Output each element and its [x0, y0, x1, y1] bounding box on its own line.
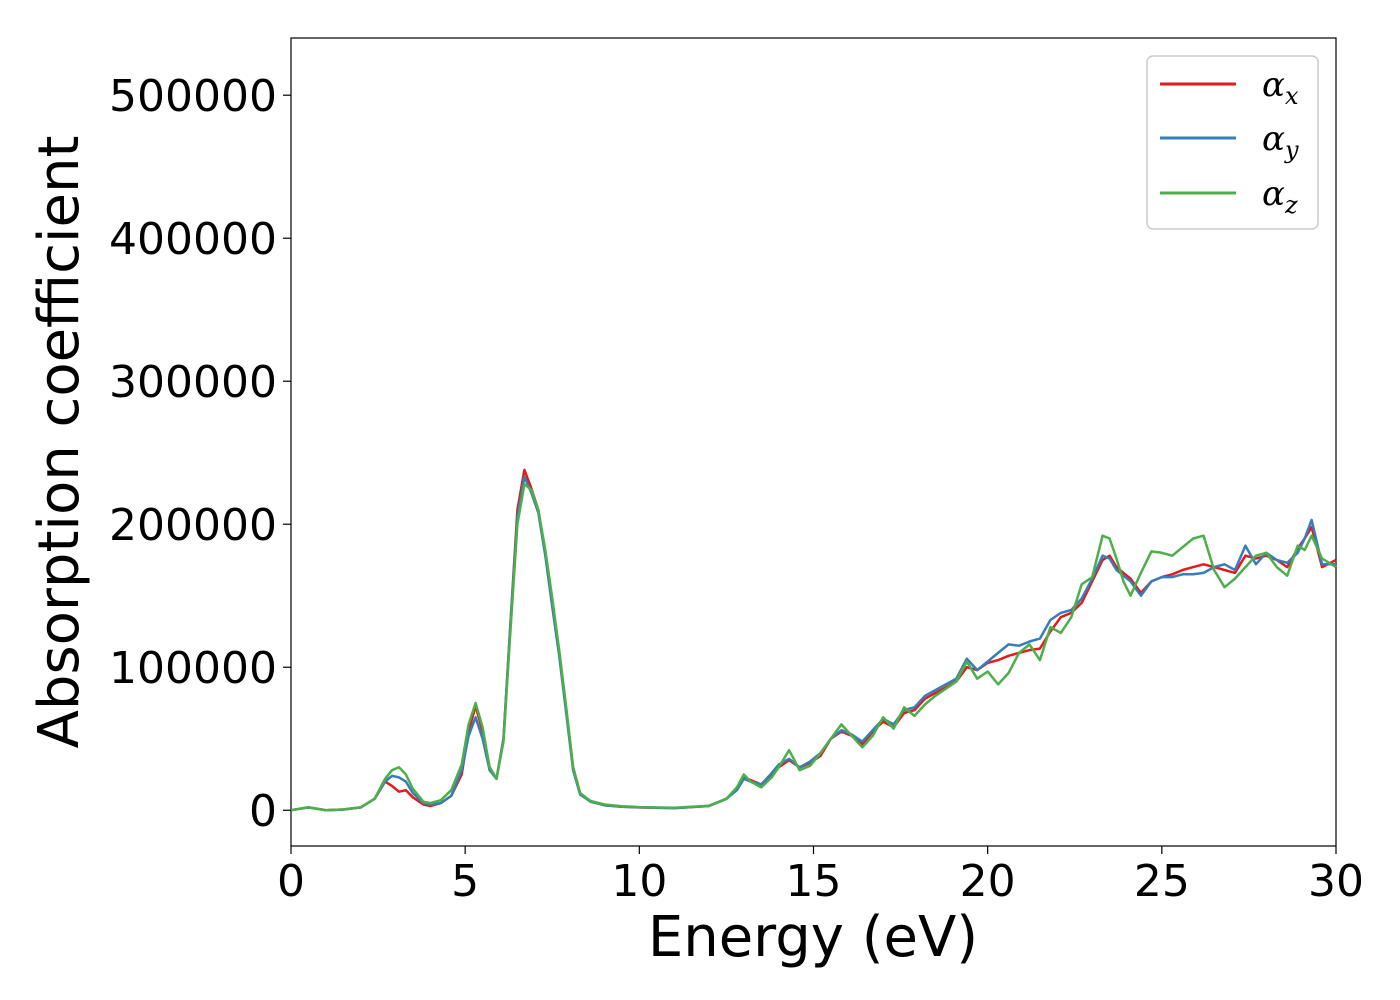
series-layer [290, 468, 1337, 812]
x-tick-label: 20 [960, 856, 1016, 907]
y-tick-label: 400000 [109, 214, 277, 265]
x-tick-label: 30 [1308, 856, 1364, 907]
x-tick-label: 15 [786, 856, 842, 907]
y-axis-ticks: 0 100000 200000 300000 400000 500000 [109, 71, 291, 837]
x-tick-label: 25 [1134, 856, 1190, 907]
legend: αx αy αz [1146, 55, 1319, 230]
x-axis-title: Energy (eV) [648, 905, 978, 970]
x-axis-ticks: 0 5 10 15 20 25 30 [277, 846, 1364, 907]
legend-box [1146, 55, 1319, 230]
series-line-z [290, 482, 1337, 812]
x-tick-label: 5 [451, 856, 479, 907]
y-tick-label: 300000 [109, 357, 277, 408]
y-tick-label: 0 [249, 786, 277, 837]
legend-label-x: αx [1262, 65, 1299, 110]
legend-label-y: αy [1262, 119, 1299, 164]
x-tick-label: 0 [277, 856, 305, 907]
y-tick-label: 500000 [109, 71, 277, 122]
x-tick-label: 10 [611, 856, 667, 907]
y-tick-label: 200000 [109, 500, 277, 551]
legend-label-z: αz [1262, 174, 1298, 219]
y-tick-label: 100000 [109, 643, 277, 694]
y-axis-title: Absorption coefficient [27, 136, 92, 749]
